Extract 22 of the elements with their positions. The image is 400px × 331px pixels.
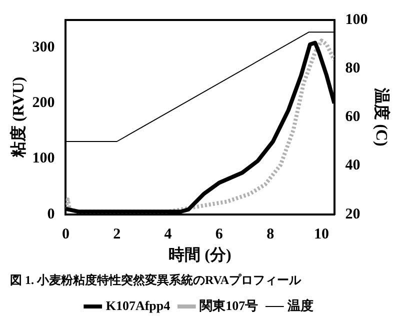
legend-label: 温度 [286,298,314,313]
x-tick-label: 0 [62,226,70,242]
y-tick-label: 300 [32,40,55,56]
x-axis-title: 時間 (分) [168,246,232,264]
y-tick-label: 0 [47,206,55,222]
y2-axis-title: 温度 (C) [372,87,392,146]
x-tick-label: 6 [215,226,224,242]
y2-tick-label: 40 [345,158,360,174]
y2-tick-label: 60 [345,109,360,126]
y-tick-label: 100 [32,150,55,167]
x-tick-label: 2 [113,226,121,242]
legend-label: K107Afpp4 [106,298,171,313]
y-axis-title: 粘度 (RVU) [8,76,28,159]
x-tick-label: 10 [314,226,330,242]
y2-tick-label: 80 [345,60,360,76]
y2-tick-label: 20 [345,206,360,222]
y2-tick-label: 100 [345,12,368,28]
x-tick-label: 8 [266,226,274,242]
legend-label: 関東107号 [200,298,258,313]
text: 図 1. 小麦粉粘度特性突然変異系統のRVAプロフィール [10,272,302,287]
x-tick-label: 4 [164,226,172,242]
y-tick-label: 200 [32,95,55,112]
